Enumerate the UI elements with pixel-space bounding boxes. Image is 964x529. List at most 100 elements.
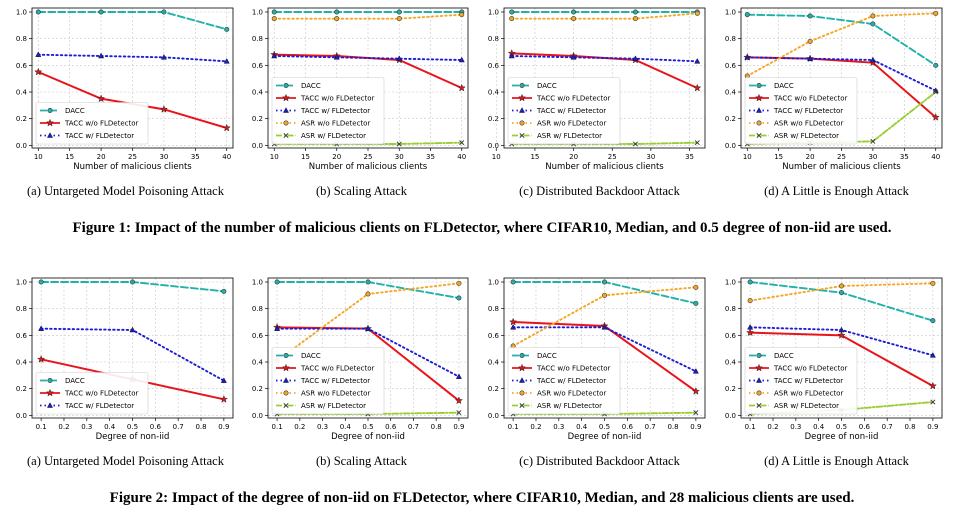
data-point — [38, 325, 45, 331]
legend-label: ASR w/ FLDetector — [301, 402, 366, 410]
legend-marker — [756, 132, 762, 139]
y-tick-label: 0.0 — [252, 412, 263, 420]
legend-marker — [756, 83, 762, 89]
y-tick-label: 0.8 — [252, 35, 263, 43]
legend-marker — [283, 132, 289, 139]
data-point — [365, 291, 371, 297]
y-tick-label: 0.6 — [16, 62, 28, 70]
legend-marker — [45, 118, 55, 127]
data-point — [456, 410, 462, 416]
x-tick-label: 0.7 — [882, 423, 893, 431]
legend-marker — [519, 352, 525, 358]
legend-marker — [519, 83, 525, 89]
data-point — [694, 10, 700, 16]
y-tick-label: 0.4 — [16, 89, 28, 97]
data-point — [601, 292, 607, 298]
x-tick-label: 15 — [530, 153, 539, 161]
y-tick-label: 0.6 — [488, 62, 500, 70]
chart-fig1-a: 0.0 0.2 0.4 0.6 0.8 1.0 10 15 20 25 30 35 40 Number o… — [16, 7, 234, 172]
data-point — [396, 9, 402, 15]
data-point — [930, 318, 936, 324]
legend-label: DACC — [301, 352, 321, 360]
chart-fig2-b: 0.0 0.2 0.4 0.6 0.8 1.0 0.1 0.2 0.3 0.4 0.5 0.6 0.7 0… — [252, 277, 469, 442]
x-tick-label: 0.6 — [622, 423, 634, 431]
legend-label: ASR w/ FLDetector — [301, 132, 366, 140]
legend-marker — [283, 83, 289, 89]
data-point — [454, 396, 464, 405]
data-point — [455, 373, 462, 379]
chart-fig1-b: 0.0 0.2 0.4 0.6 0.8 1.0 10 15 20 25 30 35 40 Number o… — [252, 7, 469, 172]
y-tick-label: 0.2 — [488, 115, 499, 123]
data-point — [807, 55, 814, 61]
legend-marker — [518, 377, 526, 383]
y-tick-label: 0.4 — [488, 89, 500, 97]
x-tick-label: 40 — [457, 153, 466, 161]
x-tick-label: 10 — [492, 153, 501, 161]
legend-label: TACC w/o FLDetector — [773, 95, 848, 103]
legend-label: DACC — [774, 352, 794, 360]
x-tick-label: 20 — [97, 153, 106, 161]
x-tick-label: 20 — [806, 153, 815, 161]
x-tick-label: 0.2 — [767, 423, 778, 431]
subcaption-fig1-a: (a) Untargeted Model Poisoning Attack — [27, 184, 224, 198]
data-point — [271, 9, 277, 15]
y-tick-label: 0.0 — [252, 142, 263, 150]
legend-label: ASR w/ FLDetector — [537, 132, 602, 140]
legend-marker — [282, 107, 290, 113]
legend-marker — [47, 377, 53, 383]
legend-box — [744, 347, 858, 415]
data-point — [632, 141, 638, 147]
x-tick-label: 25 — [837, 153, 846, 161]
figure-2-caption: Figure 2: Impact of the degree of non-ii… — [109, 490, 855, 506]
data-point — [396, 55, 403, 61]
data-point — [933, 62, 939, 68]
data-point — [870, 21, 876, 27]
data-point — [37, 355, 46, 363]
chart-fig1-c: 0.0 0.2 0.4 0.6 0.8 1.0 10 15 20 25 30 35 Number of … — [488, 7, 706, 172]
y-tick-label: 0.2 — [16, 385, 27, 393]
data-point — [459, 12, 465, 18]
x-tick-label: 25 — [364, 153, 373, 161]
data-point — [510, 324, 517, 330]
legend-label: ASR w/o FLDetector — [774, 120, 843, 128]
data-point — [334, 16, 340, 22]
legend-marker — [283, 390, 289, 396]
x-tick-label: 0.9 — [690, 423, 701, 431]
legend-marker — [519, 132, 525, 139]
legend-label: TACC w/o FLDetector — [300, 365, 375, 373]
y-tick-label: 1.0 — [252, 279, 263, 287]
legend-label: ASR w/o FLDetector — [301, 120, 370, 128]
x-axis-label: Number of malicious clients — [73, 162, 192, 172]
data-point — [98, 9, 104, 15]
data-point — [691, 387, 700, 395]
data-point — [632, 16, 638, 22]
x-tick-label: 0.8 — [431, 423, 442, 431]
legend-marker — [283, 402, 289, 409]
legend-label: TACC w/ FLDetector — [64, 132, 134, 140]
y-tick-label: 0.2 — [252, 115, 263, 123]
data-point — [34, 67, 43, 76]
subcaption-fig2-b: (b) Scaling Attack — [316, 454, 407, 468]
chart-fig1-d: 0.0 0.2 0.4 0.6 0.8 1.0 10 15 20 25 30 35 40 Number o… — [725, 7, 943, 172]
legend-marker — [754, 363, 764, 372]
legend-label: ASR w/o FLDetector — [774, 390, 843, 398]
legend-marker — [517, 363, 527, 372]
legend-label: DACC — [65, 377, 85, 385]
data-point — [159, 105, 169, 113]
subcaption-fig1-c: (c) Distributed Backdoor Attack — [519, 184, 680, 198]
subcaption-fig2-d: (d) A Little is Enough Attack — [764, 454, 909, 468]
x-tick-label: 15 — [65, 153, 74, 161]
x-tick-label: 15 — [774, 153, 783, 161]
data-point — [571, 16, 577, 22]
y-tick-label: 0.2 — [252, 385, 263, 393]
legend-box — [271, 77, 385, 145]
x-tick-label: 0.9 — [453, 423, 464, 431]
plot-frame — [31, 7, 234, 149]
data-point — [456, 295, 462, 301]
y-tick-label: 0.2 — [16, 115, 27, 123]
data-point — [837, 331, 846, 339]
y-tick-label: 0.4 — [16, 359, 28, 367]
x-tick-label: 0.6 — [385, 423, 397, 431]
data-point — [930, 399, 936, 405]
